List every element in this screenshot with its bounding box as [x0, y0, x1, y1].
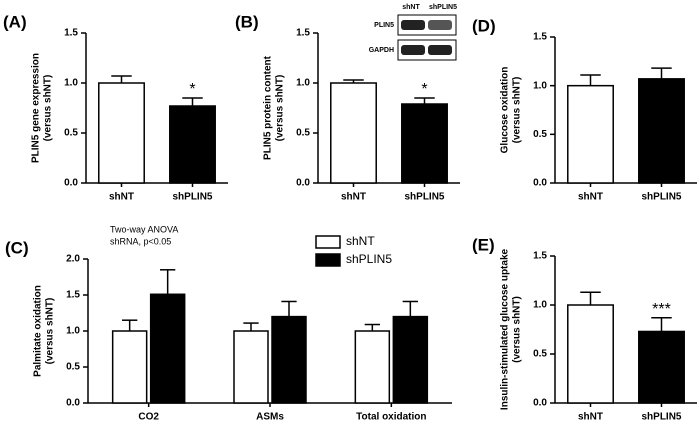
significance: * — [421, 81, 427, 98]
y-tick-label: 0.0 — [66, 398, 80, 409]
y-tick-label: 1.0 — [533, 80, 547, 91]
y-tick-label: 0.0 — [296, 178, 310, 189]
x-tick-label: ASMs — [256, 412, 284, 423]
bar — [169, 105, 216, 184]
error-bar — [651, 316, 672, 332]
x-tick-label: Total oxidation — [356, 412, 426, 423]
error-bar — [651, 67, 672, 79]
annotation: Two-way ANOVA — [110, 224, 178, 234]
y-axis-label: (versus shNT) — [275, 75, 286, 142]
legend-swatch — [315, 235, 341, 249]
x-tick-label: shNT — [578, 412, 603, 423]
y-axis-label: (versus shNT) — [43, 75, 54, 142]
panel-label: (A) — [3, 12, 27, 31]
y-tick-label: 1.5 — [64, 28, 78, 39]
x-tick-label: CO2 — [138, 412, 159, 423]
y-axis-label: PLIN5 protein content — [263, 55, 274, 160]
y-axis-label: (versus shNT) — [512, 296, 523, 363]
panel-label: (C) — [5, 238, 29, 257]
error-bar — [281, 300, 297, 317]
error-bar — [111, 75, 132, 83]
y-tick-label: 1.0 — [296, 78, 310, 89]
error-bar — [580, 291, 601, 305]
error-bar — [122, 319, 138, 331]
x-tick-label: shPLIN5 — [641, 192, 681, 203]
legend-label: shPLIN5 — [346, 252, 392, 266]
y-tick-label: 1.5 — [66, 290, 80, 301]
bar — [98, 82, 145, 184]
blot-lane-label: shNT — [402, 4, 420, 11]
y-tick-label: 0.5 — [296, 128, 310, 139]
error-bar — [182, 97, 203, 106]
error-bar — [402, 300, 418, 317]
y-tick-label: 0.0 — [64, 178, 78, 189]
blot-band — [401, 45, 425, 55]
legend-label: shNT — [346, 234, 375, 248]
blot-row-label: GAPDH — [369, 47, 394, 54]
blot-row-label: PLIN5 — [374, 22, 394, 29]
x-tick-label: shNT — [341, 192, 366, 203]
blot-band — [428, 20, 452, 30]
y-tick-label: 0.0 — [533, 398, 547, 409]
y-tick-label: 1.0 — [533, 300, 547, 311]
annotation: shRNA, p<0.05 — [110, 236, 171, 246]
y-tick-label: 0.5 — [533, 129, 547, 140]
bar — [401, 103, 448, 184]
y-axis-label: (versus shNT) — [45, 298, 56, 365]
panel-label: (D) — [472, 16, 496, 35]
x-tick-label: shPLIN5 — [172, 192, 212, 203]
legend-swatch — [315, 253, 341, 267]
y-tick-label: 1.0 — [66, 326, 80, 337]
bar — [638, 330, 685, 404]
y-tick-label: 0.5 — [533, 349, 547, 360]
error-bar — [364, 323, 380, 331]
error-bar — [243, 322, 259, 331]
blot-lane-label: shPLIN5 — [429, 4, 457, 11]
y-tick-label: 0.5 — [64, 128, 78, 139]
bar — [567, 84, 614, 184]
y-axis-label: Insulin-stimulated glucose uptake — [500, 248, 511, 410]
panel-label: (E) — [472, 235, 495, 254]
y-axis-label: Glucose oxidation — [500, 67, 511, 154]
y-tick-label: 1.0 — [64, 78, 78, 89]
y-tick-label: 0.0 — [533, 178, 547, 189]
error-bar — [580, 74, 601, 86]
significance: *** — [652, 301, 671, 318]
x-tick-label: shNT — [578, 192, 603, 203]
bar — [567, 304, 614, 404]
y-axis-label: PLIN5 gene expression — [31, 53, 42, 163]
x-tick-label: shPLIN5 — [641, 412, 681, 423]
error-bar — [414, 97, 435, 104]
y-tick-label: 1.5 — [533, 32, 547, 43]
bar — [111, 330, 148, 404]
x-tick-label: shPLIN5 — [404, 192, 444, 203]
bar — [149, 293, 186, 404]
y-axis-label: (versus shNT) — [512, 77, 523, 144]
bar — [330, 82, 377, 184]
bar — [233, 330, 269, 404]
bar — [392, 315, 429, 404]
y-tick-label: 1.5 — [533, 251, 547, 262]
blot-band — [401, 20, 425, 30]
y-tick-label: 2.0 — [66, 254, 80, 265]
y-tick-label: 1.5 — [296, 28, 310, 39]
significance: * — [189, 81, 195, 98]
blot-band — [428, 45, 452, 55]
panel-label: (B) — [235, 12, 259, 31]
error-bar — [160, 269, 176, 295]
y-tick-label: 0.5 — [66, 362, 80, 373]
bar — [271, 315, 307, 404]
y-axis-label: Palmitate oxidation — [33, 285, 44, 377]
bar — [354, 330, 391, 404]
bar — [638, 78, 685, 184]
x-tick-label: shNT — [109, 192, 134, 203]
